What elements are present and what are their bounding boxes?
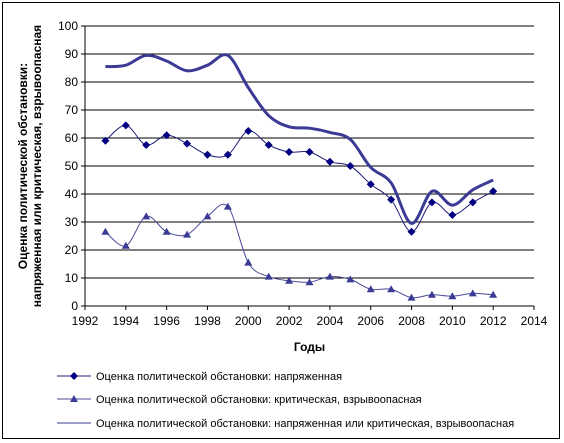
point-critical-2002 [285,276,294,284]
point-critical-2010 [448,292,457,300]
x-tick-label-2000: 2000 [235,314,262,328]
point-critical-2000 [244,258,253,266]
point-tense-1994 [121,121,130,130]
point-critical-2008 [407,293,416,301]
y-tick-label-0: 0 [71,299,78,313]
legend-item-tense: Оценка политической обстановки: напряжен… [57,371,342,383]
point-critical-2012 [489,290,498,298]
y-tick-label-30: 30 [65,215,79,229]
point-tense-2002 [285,148,294,156]
markers-group [101,121,498,301]
point-tense-1993 [101,136,110,145]
point-critical-2004 [325,272,334,280]
y-tick-label-100: 100 [58,19,78,33]
x-tick-label-2004: 2004 [317,314,344,328]
point-tense-2007 [387,195,396,204]
x-tick-label-2002: 2002 [276,314,303,328]
series-line-total [105,53,494,225]
x-tick-label-1992: 1992 [72,314,99,328]
point-tense-2012 [489,187,498,196]
y-tick-label-60: 60 [65,131,79,145]
point-tense-2004 [325,157,334,166]
point-tense-2010 [448,211,457,219]
point-critical-2003 [305,278,314,286]
x-tick-label-2008: 2008 [398,314,425,328]
legend-label-total: Оценка политической обстановки: напряжен… [96,418,514,430]
legend-item-total: Оценка политической обстановки: напряжен… [57,418,514,430]
x-tick-label-1996: 1996 [153,314,180,328]
point-tense-2001 [264,141,273,149]
point-critical-2007 [387,285,396,293]
point-tense-1998 [203,150,212,159]
y-tick-label-90: 90 [65,47,79,61]
series-group [105,53,494,299]
axes [81,25,535,310]
x-tick-label-2014: 2014 [521,314,548,328]
point-critical-1996 [162,227,171,235]
point-critical-2005 [346,275,355,283]
point-critical-1993 [101,227,110,235]
x-tick-label-2012: 2012 [480,314,507,328]
legend: Оценка политической обстановки: напряжен… [57,371,514,430]
y-axis-title-line-1: Оценка политической обстановки: [16,63,30,269]
line-chart: 0 10 20 30 40 50 60 70 80 90 100 1992 1994 1996 1998 20… [16,19,548,430]
y-tick-label-70: 70 [65,103,79,117]
tick-labels: 0 10 20 30 40 50 60 70 80 90 100 1992 1994 1996 1998 20… [58,19,548,328]
point-critical-1997 [183,230,192,238]
point-critical-1995 [142,212,151,220]
y-tick-label-20: 20 [65,243,79,257]
point-tense-1997 [183,139,192,148]
point-tense-2009 [427,198,436,207]
x-tick-label-2006: 2006 [357,314,384,328]
point-critical-2001 [264,272,273,280]
point-critical-2006 [366,285,375,293]
point-tense-2006 [366,180,375,189]
y-tick-label-80: 80 [65,75,79,89]
point-tense-2003 [305,148,314,156]
point-critical-1994 [121,241,130,249]
x-tick-label-1994: 1994 [112,314,139,328]
point-tense-2008 [407,227,416,236]
point-critical-1999 [223,202,232,210]
y-tick-label-50: 50 [65,159,79,173]
legend-label-critical: Оценка политической обстановки: критичес… [96,394,422,406]
point-tense-2005 [346,162,355,170]
legend-label-tense: Оценка политической обстановки: напряжен… [96,371,342,383]
legend-marker-triangle [70,395,78,402]
point-critical-1998 [203,212,212,220]
point-tense-2000 [244,127,253,135]
point-tense-1996 [162,131,171,140]
legend-marker-diamond [70,372,78,380]
legend-item-critical: Оценка политической обстановки: критичес… [57,394,422,406]
point-critical-2009 [427,290,436,298]
point-tense-2011 [468,198,477,207]
x-tick-label-1998: 1998 [194,314,221,328]
point-critical-2011 [468,289,477,297]
point-tense-1999 [223,150,232,159]
series-line-critical [105,203,494,299]
y-axis-title-line-2: напряженная или критическая, взрывоопасн… [30,25,44,307]
chart-frame: 0 10 20 30 40 50 60 70 80 90 100 1992 1994 1996 1998 20… [2,2,560,439]
point-tense-1995 [142,141,151,149]
x-axis-title: Годы [294,340,325,354]
series-line-tense [105,124,494,233]
y-tick-label-10: 10 [65,271,79,285]
x-tick-label-2010: 2010 [439,314,466,328]
y-tick-label-40: 40 [65,187,79,201]
